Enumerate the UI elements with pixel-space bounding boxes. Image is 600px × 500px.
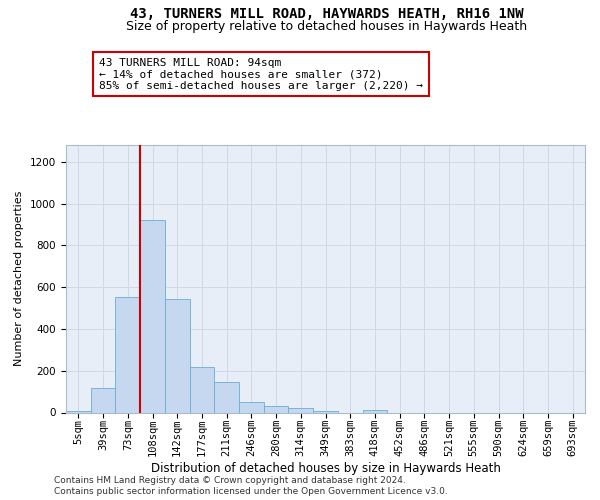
Bar (165, 298, 190, 412)
Bar (190, 366, 214, 412)
Text: Contains public sector information licensed under the Open Government Licence v3: Contains public sector information licen… (54, 487, 448, 496)
Bar (214, 382, 239, 412)
Bar (140, 220, 165, 412)
Bar (289, 408, 313, 412)
Y-axis label: Number of detached properties: Number of detached properties (14, 191, 25, 366)
Bar (264, 406, 289, 412)
Text: Contains HM Land Registry data © Crown copyright and database right 2024.: Contains HM Land Registry data © Crown c… (54, 476, 406, 485)
Bar (91, 388, 115, 412)
Text: 43 TURNERS MILL ROAD: 94sqm
← 14% of detached houses are smaller (372)
85% of se: 43 TURNERS MILL ROAD: 94sqm ← 14% of det… (99, 58, 423, 90)
Bar (239, 402, 264, 412)
Text: 43, TURNERS MILL ROAD, HAYWARDS HEATH, RH16 1NW: 43, TURNERS MILL ROAD, HAYWARDS HEATH, R… (130, 8, 524, 22)
Bar (66, 411, 91, 412)
Bar (115, 296, 140, 412)
X-axis label: Distribution of detached houses by size in Haywards Heath: Distribution of detached houses by size … (151, 462, 500, 475)
Bar (362, 410, 387, 412)
Text: Size of property relative to detached houses in Haywards Heath: Size of property relative to detached ho… (127, 20, 527, 33)
